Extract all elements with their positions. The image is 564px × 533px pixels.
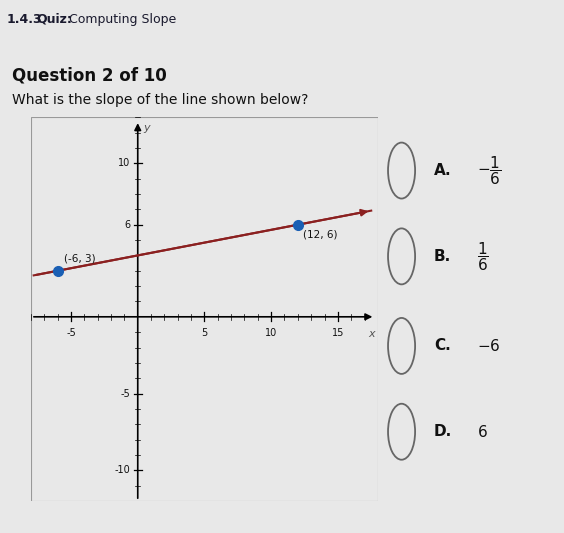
Text: $-6$: $-6$ <box>477 338 501 354</box>
Text: -5: -5 <box>66 328 76 337</box>
Text: 5: 5 <box>201 328 208 337</box>
Text: 10: 10 <box>118 158 130 168</box>
Text: 1.4.3: 1.4.3 <box>7 13 42 26</box>
Text: 6: 6 <box>124 220 130 230</box>
Text: (12, 6): (12, 6) <box>303 229 338 239</box>
Text: Quiz:: Quiz: <box>37 13 73 26</box>
Text: 10: 10 <box>265 328 277 337</box>
Text: What is the slope of the line shown below?: What is the slope of the line shown belo… <box>12 93 309 107</box>
Text: C.: C. <box>434 338 451 353</box>
Text: 15: 15 <box>332 328 344 337</box>
Text: $6$: $6$ <box>477 424 488 440</box>
Text: $-\dfrac{1}{6}$: $-\dfrac{1}{6}$ <box>477 154 502 187</box>
Text: D.: D. <box>434 424 452 439</box>
Text: -10: -10 <box>114 465 130 475</box>
Text: $\dfrac{1}{6}$: $\dfrac{1}{6}$ <box>477 240 489 273</box>
Text: y: y <box>143 124 149 133</box>
Text: B.: B. <box>434 249 451 264</box>
Text: x: x <box>368 329 374 339</box>
Text: Question 2 of 10: Question 2 of 10 <box>12 67 167 85</box>
Text: A.: A. <box>434 163 452 178</box>
Text: -5: -5 <box>121 389 130 399</box>
Text: Computing Slope: Computing Slope <box>65 13 176 26</box>
Text: (-6, 3): (-6, 3) <box>64 253 96 263</box>
